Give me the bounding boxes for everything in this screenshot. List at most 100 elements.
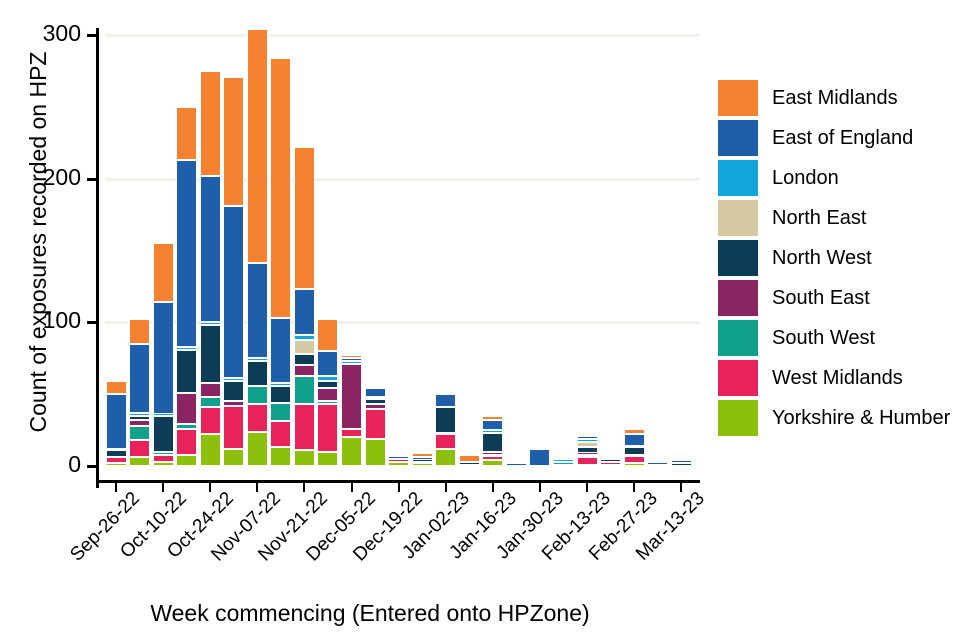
bar-segment — [411, 453, 433, 458]
gridline-100 — [105, 321, 700, 325]
bar-stack[interactable] — [411, 14, 433, 466]
bar-segment — [105, 381, 127, 395]
bar-stack[interactable] — [341, 14, 362, 466]
bar-segment — [317, 375, 339, 382]
legend-item[interactable]: Yorkshire & Humber — [718, 398, 954, 438]
bar-segment — [246, 361, 268, 386]
bar-segment — [364, 388, 386, 398]
bar-stack[interactable] — [600, 14, 622, 466]
bar-stack[interactable] — [435, 14, 457, 466]
legend-label: North West — [772, 246, 872, 269]
bar-segment — [317, 388, 339, 402]
legend-label: Yorkshire & Humber — [772, 406, 951, 429]
bar-segment — [529, 448, 551, 466]
bar-stack[interactable] — [552, 14, 574, 466]
y-axis-title: Count of exposures recorded on HPZ — [25, 51, 51, 433]
bar-segment — [199, 407, 221, 435]
bar-stack[interactable] — [388, 14, 410, 466]
x-axis-title: Week commencing (Entered onto HPZone) — [150, 600, 590, 626]
bar-segment — [364, 385, 386, 389]
legend-swatch — [718, 120, 758, 156]
legend-item[interactable]: South East — [718, 278, 954, 318]
bar-stack[interactable] — [364, 14, 386, 466]
bar-segment — [435, 394, 457, 408]
bar-segment — [552, 457, 574, 461]
bar-segment — [623, 434, 645, 446]
bar-segment — [176, 428, 198, 455]
legend-label: North East — [772, 206, 867, 229]
bar-segment — [364, 404, 386, 409]
gridlines — [105, 14, 700, 466]
bar-stack[interactable] — [270, 14, 292, 466]
bar-stack[interactable] — [152, 14, 174, 466]
bar-stack[interactable] — [623, 14, 645, 466]
legend-item[interactable]: East Midlands — [718, 78, 954, 118]
bar-stack[interactable] — [105, 14, 127, 466]
bar-stack[interactable] — [670, 14, 692, 466]
bar-segment — [199, 175, 221, 323]
bar-stack[interactable] — [482, 14, 504, 466]
legend-item[interactable]: South West — [718, 318, 954, 358]
x-tick-mark — [162, 483, 165, 492]
bar-segment — [576, 454, 598, 458]
legend-item[interactable]: East of England — [718, 118, 954, 158]
y-tick-label: 200 — [42, 163, 81, 190]
bar-segment — [129, 457, 151, 466]
bar-segment — [223, 76, 245, 206]
x-tick-mark — [397, 483, 400, 492]
bar-segment — [600, 457, 622, 461]
bar-stack[interactable] — [129, 14, 151, 466]
bar-segment — [270, 318, 292, 383]
legend-label: South East — [772, 286, 870, 309]
legend-swatch — [718, 160, 758, 196]
bar-segment — [647, 462, 669, 465]
bar-stack[interactable] — [176, 14, 198, 466]
bar-stack[interactable] — [317, 14, 339, 466]
bar-segment — [317, 351, 339, 376]
bar-segment — [341, 437, 362, 466]
bar-segment — [152, 451, 174, 455]
bar-stack[interactable] — [458, 14, 480, 466]
bar-stack[interactable] — [293, 14, 315, 466]
bar-stack[interactable] — [223, 14, 245, 466]
bar-segment — [293, 147, 315, 290]
legend-item[interactable]: West Midlands — [718, 358, 954, 398]
bar-segment — [223, 401, 245, 406]
bar-segment — [246, 404, 268, 432]
bar-segment — [246, 358, 268, 362]
x-tick-mark — [303, 483, 306, 492]
y-axis-line — [96, 28, 99, 488]
bar-segment — [341, 358, 362, 362]
bar-segment — [152, 454, 174, 462]
bar-segment — [270, 385, 292, 403]
bar-stack[interactable] — [246, 14, 268, 466]
bar-segment — [152, 461, 174, 466]
bar-segment — [105, 463, 127, 466]
x-tick-mark — [538, 483, 541, 492]
bar-stack[interactable] — [199, 14, 221, 466]
legend-item[interactable]: London — [718, 158, 954, 198]
bar-segment — [482, 415, 504, 421]
bar-stack[interactable] — [529, 14, 551, 466]
legend-swatch — [718, 200, 758, 236]
legend-item[interactable]: North East — [718, 198, 954, 238]
bar-stack[interactable] — [647, 14, 669, 466]
bar-segment — [435, 448, 457, 466]
bar-segment — [482, 430, 504, 433]
bar-segment — [482, 460, 504, 466]
x-tick-mark — [115, 483, 117, 492]
legend-item[interactable]: North West — [718, 238, 954, 278]
bar-segment — [341, 428, 362, 438]
bar-segment — [482, 451, 504, 455]
bar-stack[interactable] — [505, 14, 527, 466]
x-tick-mark — [444, 483, 447, 492]
bar-segment — [199, 325, 221, 383]
bar-segment — [129, 440, 151, 458]
legend-swatch — [718, 360, 758, 396]
legend-swatch — [718, 400, 758, 436]
legend-label: London — [772, 166, 839, 189]
bar-segment — [152, 415, 174, 452]
bar-segment — [270, 382, 292, 386]
bar-stack[interactable] — [576, 14, 598, 466]
